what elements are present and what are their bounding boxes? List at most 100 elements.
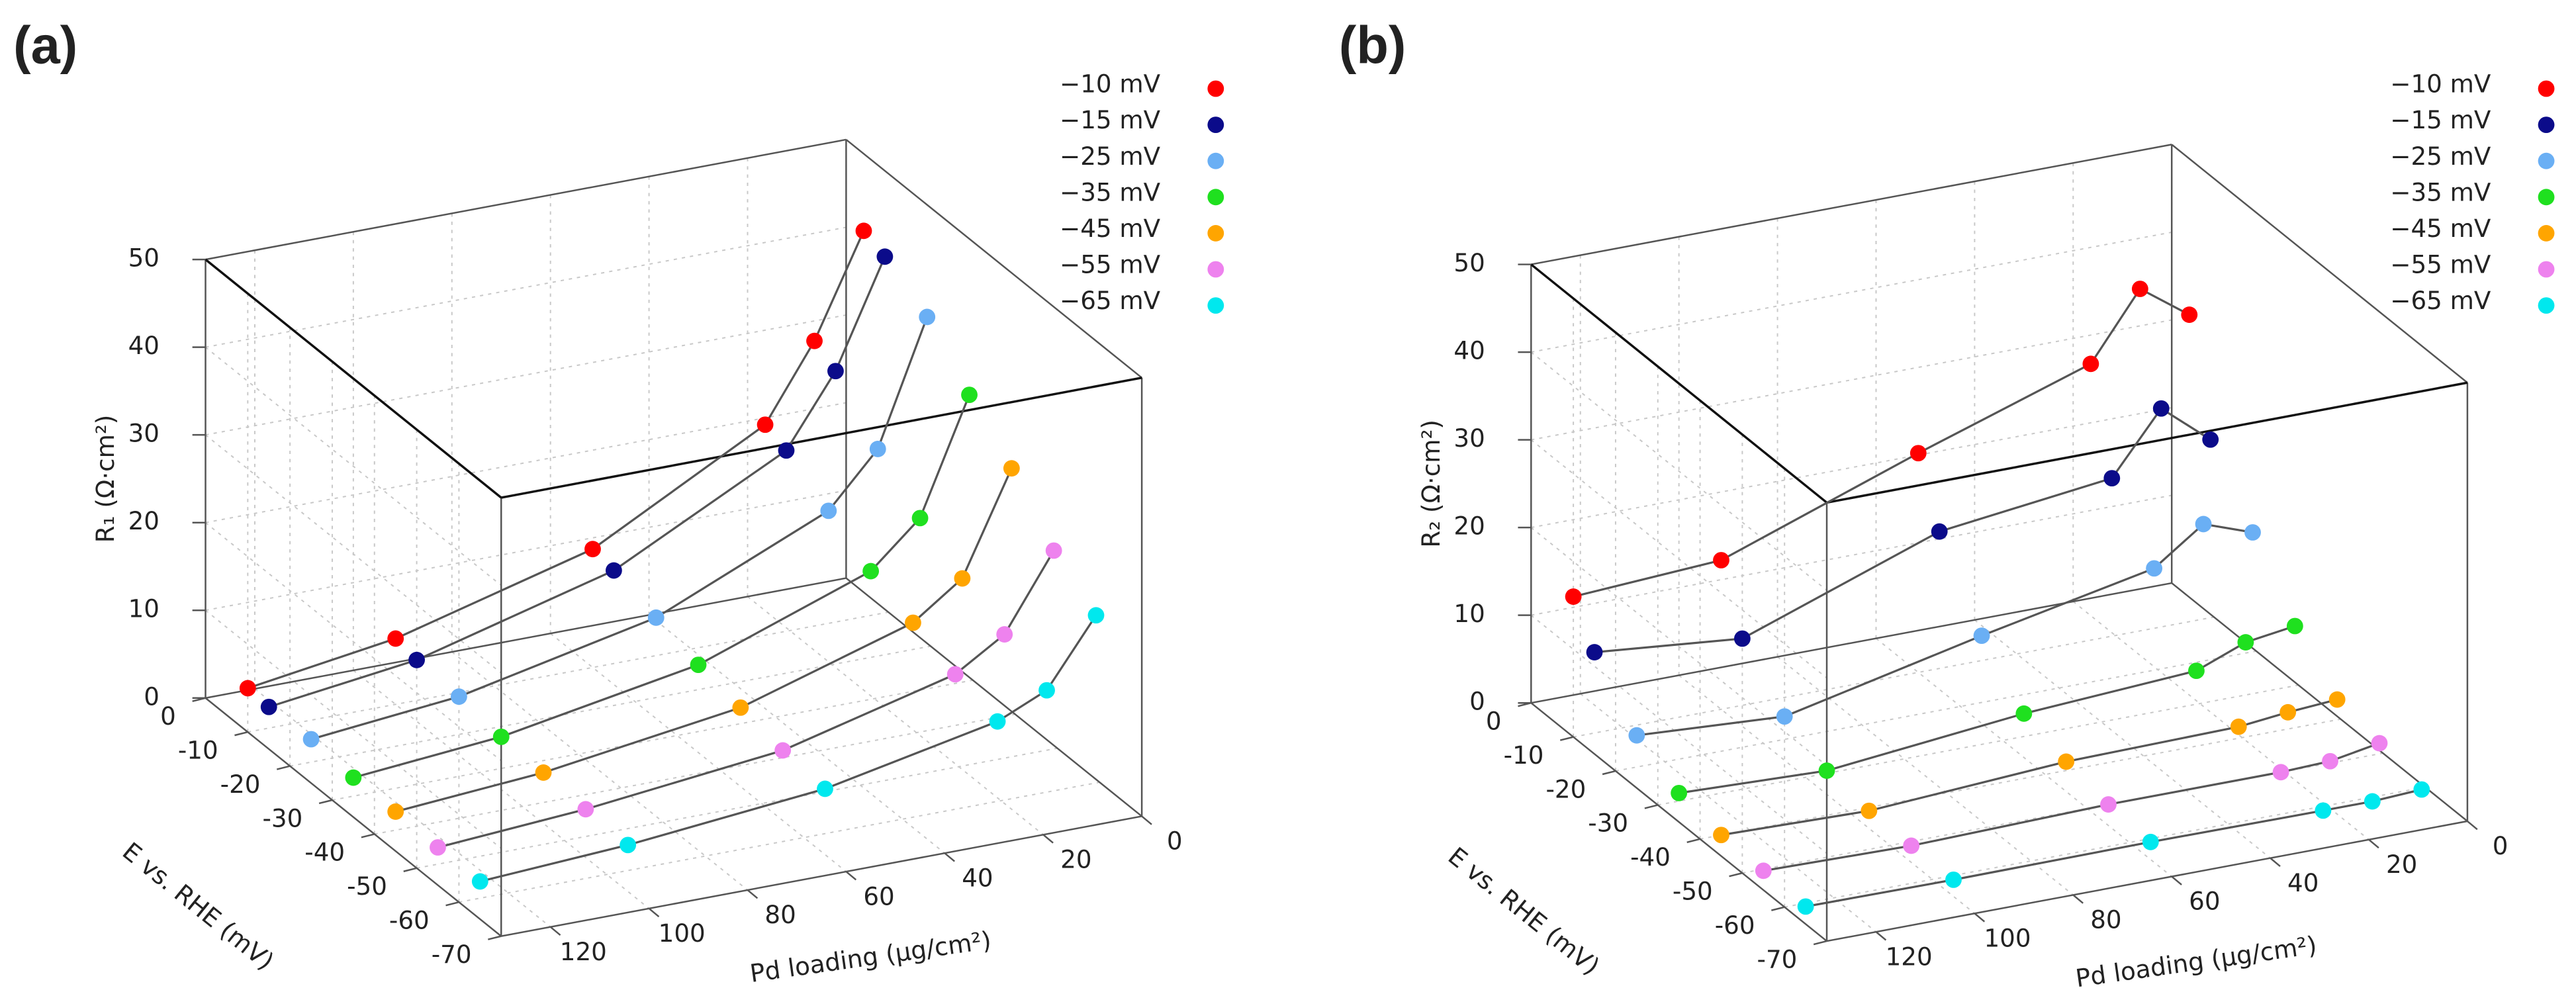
grid-line (1700, 718, 2341, 840)
tick-mark (1518, 702, 1532, 707)
data-point (1861, 802, 1878, 819)
grid-line (1530, 439, 1827, 679)
data-point (774, 742, 792, 759)
data-point (2286, 617, 2303, 635)
data-point (2058, 753, 2075, 770)
data-point (2181, 306, 2198, 323)
legend-marker (1207, 225, 1224, 242)
grid-line (205, 226, 847, 348)
data-point (1945, 871, 1962, 888)
y-tick-label: -40 (304, 838, 345, 867)
y-tick-label: -10 (178, 735, 218, 764)
x-tick-label: 40 (2287, 868, 2319, 897)
tick-mark (648, 907, 660, 918)
data-point (919, 308, 936, 326)
legend-marker (2538, 116, 2555, 134)
tick-mark (361, 833, 375, 838)
tick-mark (2072, 894, 2084, 904)
series-line (1721, 698, 2338, 836)
tick-mark (192, 697, 206, 702)
x-tick-label: 80 (2090, 905, 2121, 934)
data-point (946, 666, 964, 683)
y-tick-label: 0 (160, 701, 176, 731)
data-point (1818, 762, 1835, 779)
grid-line (1530, 527, 1827, 766)
y-tick-label: -50 (1673, 877, 1713, 906)
tick-mark (1559, 736, 1574, 741)
y-tick-label: -20 (220, 770, 261, 799)
x-tick-label: 80 (764, 900, 796, 929)
y-tick-label: -60 (389, 905, 430, 934)
grid-line (1875, 637, 2172, 878)
legend-label: −55 mV (1060, 250, 1161, 279)
tick-mark (318, 799, 333, 805)
data-point (2195, 516, 2212, 533)
grid-line (205, 490, 847, 611)
tick-mark (234, 731, 248, 737)
data-point (2364, 793, 2381, 810)
y-tick-label: 0 (1486, 706, 1502, 735)
data-point (584, 541, 601, 558)
z-tick-label: 30 (1453, 424, 1485, 453)
legend-marker (2538, 225, 2555, 242)
y-tick-label: -70 (1757, 944, 1798, 973)
grid-line (205, 314, 847, 436)
data-point (862, 563, 880, 580)
z-tick-label: 40 (128, 331, 160, 360)
data-point (471, 873, 488, 890)
tick-mark (747, 889, 759, 899)
series-line (437, 550, 1055, 849)
tick-mark (1602, 770, 1616, 776)
x-tick-label: 120 (1886, 942, 1933, 971)
series-line (268, 256, 886, 708)
data-point (806, 332, 823, 349)
data-point (2237, 634, 2254, 651)
legend-marker (2538, 189, 2555, 206)
grid-line (1580, 693, 1877, 932)
data-point (2328, 691, 2346, 708)
grid-line (1531, 231, 2172, 353)
legend-marker (1207, 189, 1224, 206)
data-point (1973, 627, 1990, 645)
data-point (1776, 708, 1793, 725)
data-point (620, 836, 637, 854)
x-axis-title: Pd loading (μg/cm²) (2074, 930, 2319, 992)
legend-marker (1207, 152, 1224, 169)
data-point (869, 441, 886, 457)
series-line (353, 394, 971, 779)
data-point (989, 713, 1006, 730)
grid-line (416, 747, 1058, 869)
box-edge (1531, 144, 2172, 265)
grid-line (1531, 319, 2172, 441)
grid-line (1531, 407, 2172, 529)
data-point (2142, 833, 2159, 850)
tick-mark (1875, 931, 1887, 941)
data-point (1565, 588, 1582, 605)
panel: 01020304050-70-60-50-40-30-20-1000204060… (13, 15, 1224, 988)
data-point (1755, 862, 1772, 879)
data-point (260, 698, 277, 715)
z-tick-label: 50 (1453, 248, 1485, 277)
z-tick-label: 0 (1469, 687, 1485, 716)
grid-line (332, 679, 974, 801)
series-line (247, 230, 865, 690)
tick-mark (1813, 940, 1827, 946)
grid-line (648, 614, 945, 854)
legend-label: −15 mV (2390, 105, 2491, 134)
legend-marker (1207, 261, 1224, 278)
series-line (1763, 742, 2380, 872)
data-point (1586, 644, 1603, 660)
x-tick-label: 120 (560, 937, 607, 966)
grid-line (1531, 494, 2172, 616)
y-tick-label: -60 (1715, 911, 1755, 940)
data-point (905, 614, 921, 631)
tick-mark (944, 852, 955, 862)
data-point (1931, 523, 1948, 540)
data-point (2146, 560, 2163, 577)
grid-line (1776, 656, 2074, 896)
data-point (1087, 607, 1105, 624)
z-axis-title: R₂ (Ω·cm²) (1416, 420, 1446, 548)
box-edge (845, 138, 1142, 379)
grid-line (205, 346, 502, 586)
data-point (2131, 281, 2148, 297)
